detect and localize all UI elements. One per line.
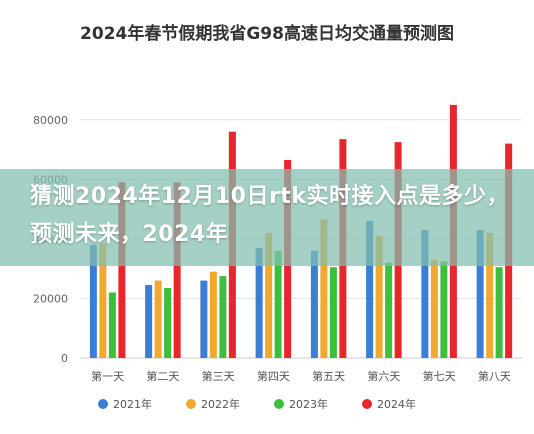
bar-3-1 — [108, 292, 116, 358]
bar-1-6 — [366, 221, 374, 358]
bar-2-4 — [265, 232, 273, 358]
bar-1-7 — [421, 229, 429, 358]
legend-label: 2021年 — [113, 397, 152, 411]
bar-2-7 — [430, 259, 438, 358]
x-tick-label: 第五天 — [312, 369, 345, 383]
overlay-banner — [0, 169, 534, 266]
legend-swatch — [98, 399, 108, 409]
bar-2-3 — [209, 271, 217, 358]
overlay-caption: 猜测2024年12月10日rtk实时接入点是多少，预测未来，2024年 — [30, 184, 509, 247]
x-tick-label: 第二天 — [146, 369, 179, 383]
y-tick-label: 0 — [61, 352, 68, 365]
x-tick-label: 第七天 — [423, 369, 456, 383]
bar-1-8 — [476, 229, 484, 358]
x-tick-label: 第一天 — [91, 369, 124, 383]
legend-swatch — [274, 399, 284, 409]
bar-3-3 — [219, 276, 227, 358]
x-tick-label: 第八天 — [478, 369, 511, 383]
x-axis: 第一天 第二天 第三天 第四天 第五天 第六天 第七天 第八天 — [91, 369, 511, 383]
bar-3-8 — [495, 267, 503, 358]
legend-swatch — [362, 399, 372, 409]
bar-2-1 — [99, 243, 107, 358]
bar-3-4 — [274, 250, 282, 358]
chart-title: 2024年春节假期我省G98高速日均交通量预测图 — [80, 23, 454, 44]
x-tick-label: 第三天 — [202, 369, 235, 383]
bar-1-3 — [200, 280, 208, 358]
bar-4-2 — [173, 182, 181, 358]
bar-4-1 — [118, 182, 126, 358]
bar-2-6 — [375, 235, 383, 358]
y-tick-label: 80000 — [33, 114, 68, 127]
legend-swatch — [186, 399, 196, 409]
legend-label: 2024年 — [377, 397, 416, 411]
bar-3-5 — [329, 267, 337, 358]
x-tick-label: 第四天 — [257, 369, 290, 383]
bar-3-7 — [440, 261, 448, 358]
bar-1-4 — [255, 247, 263, 358]
bar-2-2 — [154, 280, 162, 358]
bar-2-5 — [320, 219, 328, 358]
y-tick-label: 20000 — [33, 292, 68, 305]
x-tick-label: 第六天 — [367, 369, 400, 383]
legend-label: 2022年 — [201, 397, 240, 411]
bar-3-2 — [164, 288, 172, 358]
bar-1-5 — [310, 250, 318, 358]
bar-3-6 — [385, 262, 393, 358]
legend: 2021年 2022年 2023年 2024年 — [98, 397, 416, 411]
bar-1-1 — [89, 244, 97, 358]
bar-1-2 — [145, 285, 153, 358]
legend-label: 2023年 — [289, 397, 328, 411]
bar-2-8 — [486, 232, 494, 358]
